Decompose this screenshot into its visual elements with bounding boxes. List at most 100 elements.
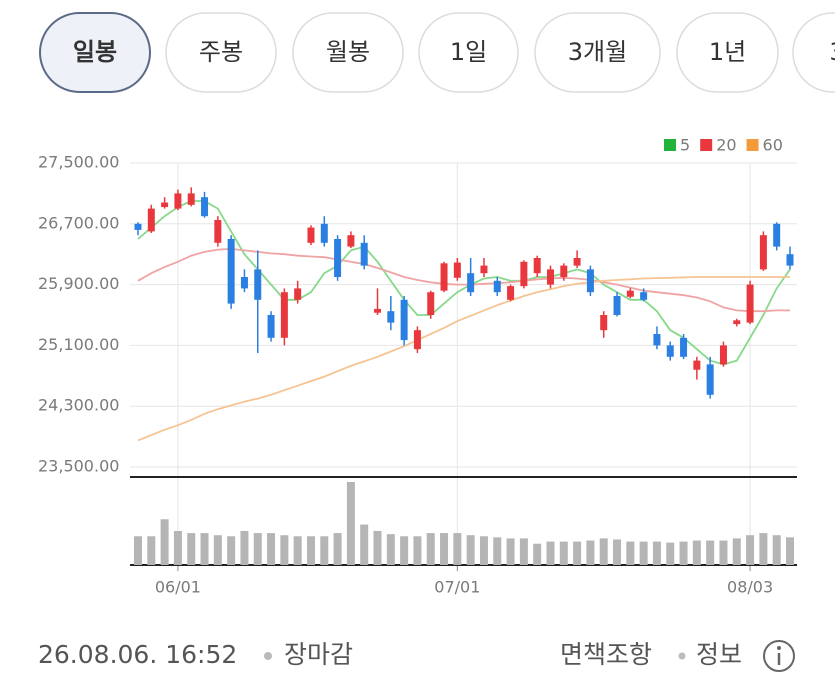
volume-bar [732, 538, 741, 565]
candle-body [626, 290, 634, 297]
candle-body [533, 258, 541, 274]
tab-label: 1년 [709, 38, 746, 66]
candle-body [187, 193, 195, 205]
tab[interactable]: 일봉 [39, 12, 151, 93]
candle-body [400, 299, 408, 341]
candle-body [453, 262, 461, 278]
legend-swatch [664, 139, 676, 151]
volume-bar [759, 533, 768, 565]
volume-bar [506, 538, 515, 565]
timestamp: 26.08.06. 16:52 [38, 640, 237, 669]
x-tick-label: 07/01 [434, 578, 480, 597]
volume-bar [306, 536, 315, 565]
volume-bar [333, 533, 342, 565]
volume-bar [666, 542, 675, 565]
y-tick-label: 27,500.00 [38, 153, 119, 172]
candle-body [294, 288, 302, 300]
candle-body [387, 311, 395, 323]
info-icon[interactable] [763, 640, 795, 672]
volume-bar [227, 536, 236, 565]
candle-body [719, 345, 727, 365]
tab[interactable]: 주봉 [165, 12, 277, 93]
tab-label: 3년 [829, 38, 835, 66]
volume-bar [746, 535, 755, 565]
moving-average-line [137, 200, 791, 366]
volume-bar [559, 541, 568, 565]
legend-label: 60 [763, 136, 783, 155]
legend-label: 20 [716, 136, 736, 155]
volume-bar [240, 530, 249, 565]
volume-bar [173, 530, 182, 565]
volume-bar [599, 538, 608, 565]
candle-body [320, 223, 328, 243]
tab-pill [534, 12, 661, 93]
tab-label: 주봉 [199, 38, 243, 66]
volume-bar [652, 541, 661, 565]
candle-body [307, 227, 315, 243]
tab[interactable]: 월봉 [292, 12, 404, 93]
moving-average-line [137, 247, 790, 313]
volume-bar [493, 537, 502, 565]
candle-body [267, 315, 275, 338]
volume-bar [639, 541, 648, 565]
candle-body [680, 337, 688, 357]
candle-body [174, 193, 182, 209]
tab[interactable]: 1일 [418, 12, 519, 93]
candle-body [134, 223, 142, 230]
candle-body [480, 265, 488, 274]
volume-bar [267, 533, 276, 565]
candle-body [546, 269, 554, 285]
separator-dot [264, 652, 272, 660]
volume-bar [679, 541, 688, 565]
tab[interactable]: 1년 [676, 12, 779, 93]
candle-body [786, 254, 794, 266]
candle-body [240, 277, 248, 289]
tab-pill [418, 12, 519, 93]
volume-bar [692, 540, 701, 565]
legend-label: 5 [680, 136, 690, 155]
info-link[interactable]: 정보 [696, 640, 742, 669]
candle-body [586, 269, 594, 293]
candle-body [573, 258, 581, 266]
volume-bar [626, 541, 635, 565]
candle-body [759, 235, 767, 270]
candle-body [706, 364, 714, 395]
volume-bar [280, 535, 289, 565]
candle-body [214, 220, 222, 243]
volume-bar [213, 535, 222, 565]
tab-label: 1일 [450, 38, 487, 66]
x-tick-label: 08/03 [727, 578, 773, 597]
x-tick-label: 06/01 [155, 578, 201, 597]
tab[interactable]: 3개월 [534, 12, 661, 93]
candle-body [733, 320, 741, 325]
disclaimer-link[interactable]: 면책조항 [560, 640, 652, 669]
period-tabs: 일봉 주봉 월봉 1일 3개월 1년 3년 [39, 12, 835, 93]
volume-bar [200, 533, 209, 565]
candle-body [467, 273, 475, 293]
candle-body [413, 330, 421, 350]
candle-body [640, 292, 648, 300]
candle-body [360, 242, 368, 266]
y-tick-label: 23,500.00 [38, 457, 119, 476]
legend-swatch [746, 139, 759, 151]
volume-bar [440, 533, 449, 565]
volume-bar [147, 536, 156, 565]
y-tick-label: 25,100.00 [38, 335, 119, 354]
tab-pill [792, 12, 835, 93]
candle-body [693, 360, 701, 370]
candle-body [666, 345, 674, 357]
volume-bar [400, 536, 409, 565]
candle-body [280, 292, 288, 338]
volume-bar [413, 536, 422, 565]
tab[interactable]: 3년 [792, 12, 835, 93]
volume-bar [466, 535, 475, 565]
tab-pill [39, 12, 151, 93]
volume-bar [706, 540, 715, 565]
chart: 27,500.00 26,700.00 25,900.00 25,100.00 24,3… [38, 136, 797, 597]
candle-body [613, 296, 621, 315]
moving-average-line [137, 276, 790, 442]
y-tick-label: 25,900.00 [38, 274, 119, 293]
volume-bar [320, 536, 329, 565]
